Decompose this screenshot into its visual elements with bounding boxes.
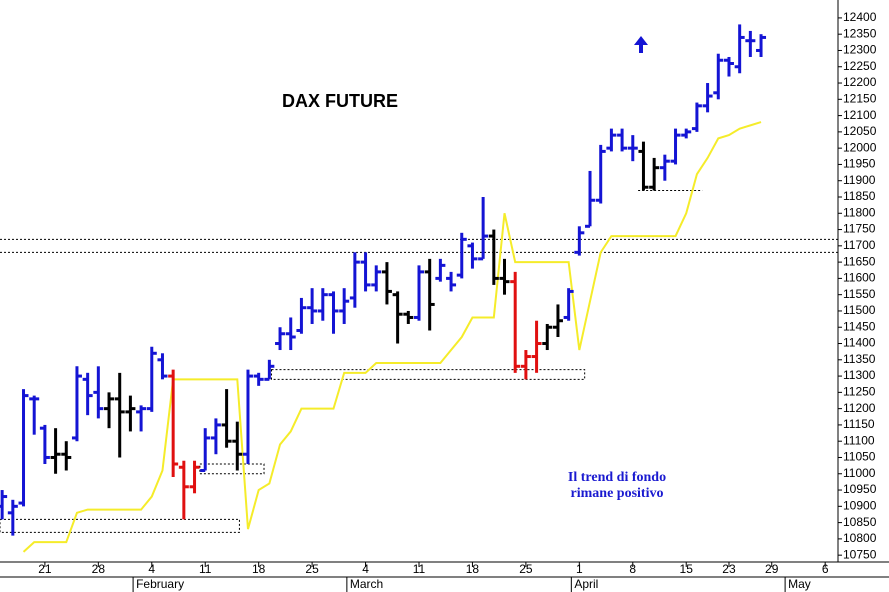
y-tick-label: 11650 [843, 254, 876, 268]
x-tick-label: 1 [576, 562, 583, 576]
annotation: Il trend di fondo [568, 470, 666, 485]
x-tick-label: 29 [765, 562, 779, 576]
month-label: March [350, 577, 383, 591]
x-tick-label: 18 [466, 562, 480, 576]
y-tick-label: 11350 [843, 352, 876, 366]
y-tick-label: 11500 [843, 303, 876, 317]
y-tick-label: 10800 [843, 531, 877, 545]
y-tick-label: 10950 [843, 482, 877, 496]
x-tick-label: 4 [148, 562, 155, 576]
month-label: April [574, 577, 598, 591]
y-tick-label: 12100 [843, 108, 877, 122]
x-tick-label: 11 [413, 562, 426, 576]
y-tick-label: 12350 [843, 26, 877, 40]
y-tick-label: 11000 [843, 466, 876, 480]
y-tick-label: 12200 [843, 75, 877, 89]
support-zone [270, 369, 586, 380]
x-tick-label: 25 [519, 562, 533, 576]
y-tick-label: 11200 [843, 401, 876, 415]
y-tick-label: 11550 [843, 287, 876, 301]
x-tick-label: 15 [680, 562, 694, 576]
annotation: rimane positivo [571, 486, 664, 501]
y-tick-label: 11850 [843, 189, 876, 203]
y-tick-label: 11100 [843, 433, 875, 447]
y-tick-label: 11050 [843, 450, 876, 464]
y-tick-label: 12300 [843, 43, 877, 57]
y-tick-label: 11150 [843, 417, 875, 431]
y-tick-label: 12050 [843, 124, 877, 138]
trend-line [22, 121, 762, 553]
y-tick-label: 11300 [843, 368, 876, 382]
y-tick-label: 11750 [843, 222, 876, 236]
x-tick-label: 6 [822, 562, 829, 576]
x-tick-label: 4 [362, 562, 369, 576]
y-tick-label: 11450 [843, 319, 876, 333]
month-label: February [136, 577, 184, 591]
y-tick-label: 12000 [843, 140, 877, 154]
y-tick-label: 12150 [843, 91, 877, 105]
support-zone [199, 463, 265, 475]
x-tick-label: 18 [252, 562, 266, 576]
y-tick-label: 10850 [843, 515, 877, 529]
y-tick-label: 11950 [843, 157, 876, 171]
x-tick-label: 21 [38, 562, 52, 576]
y-tick-label: 10900 [843, 498, 877, 512]
support-zone [0, 518, 240, 533]
y-tick-label: 11400 [843, 336, 876, 350]
y-tick-label: 11600 [843, 271, 876, 285]
y-tick-label: 10750 [843, 547, 877, 561]
x-tick-label: 28 [92, 562, 106, 576]
y-tick-label: 12250 [843, 59, 877, 73]
x-tick-label: 8 [629, 562, 636, 576]
y-tick-label: 11250 [843, 385, 876, 399]
x-tick-label: 23 [722, 562, 736, 576]
y-tick-label: 12400 [843, 10, 877, 24]
y-tick-label: 11900 [843, 173, 876, 187]
y-tick-label: 11700 [843, 238, 876, 252]
month-label: May [788, 577, 811, 591]
x-tick-label: 11 [199, 562, 212, 576]
y-tick-label: 11800 [843, 205, 876, 219]
x-tick-label: 25 [305, 562, 319, 576]
up-arrow [634, 36, 648, 53]
chart-title: DAX FUTURE [282, 91, 398, 111]
